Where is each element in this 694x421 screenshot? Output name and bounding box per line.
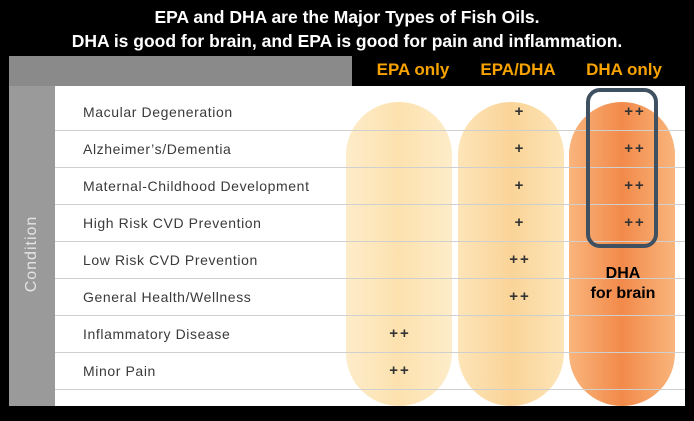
table-row: Low Risk CVD Prevention ++ <box>55 241 685 279</box>
table-row: Alzheimer’s/Dementia + ++ <box>55 130 685 168</box>
title-line-1: EPA and DHA are the Major Types of Fish … <box>154 7 540 27</box>
dha-only-mark: ++ <box>624 177 646 194</box>
condition-sidebar: Condition <box>9 86 55 406</box>
epa-dha-mark: ++ <box>509 251 531 268</box>
condition-name: Minor Pain <box>83 363 156 379</box>
epa-dha-mark: + <box>514 140 526 157</box>
condition-name: Maternal-Childhood Development <box>83 178 310 194</box>
table-row: Macular Degeneration + ++ <box>55 93 685 131</box>
condition-name: Macular Degeneration <box>83 104 233 120</box>
column-header-dha-only: DHA only <box>586 60 662 79</box>
column-header-epa-dha: EPA/DHA <box>480 60 556 79</box>
condition-name: High Risk CVD Prevention <box>83 215 262 231</box>
epa-only-capsule <box>346 102 452 406</box>
column-header-epa-only: EPA only <box>376 60 450 79</box>
epa-only-mark: ++ <box>389 362 411 379</box>
slide-title: EPA and DHA are the Major Types of Fish … <box>0 0 694 56</box>
condition-label: Condition <box>23 215 40 293</box>
dha-only-mark: ++ <box>624 103 646 120</box>
title-line-2: DHA is good for brain, and EPA is good f… <box>71 31 623 51</box>
table-row: Maternal-Childhood Development + ++ <box>55 167 685 205</box>
epa-only-mark: ++ <box>389 325 411 342</box>
table-row: Inflammatory Disease ++ <box>55 315 685 353</box>
table-row: High Risk CVD Prevention + ++ <box>55 204 685 242</box>
condition-name: General Health/Wellness <box>83 289 252 305</box>
condition-name: Low Risk CVD Prevention <box>83 252 258 268</box>
table-row: General Health/Wellness ++ <box>55 278 685 316</box>
epa-dha-mark: ++ <box>509 288 531 305</box>
epa-dha-capsule <box>458 102 564 406</box>
note-line-1: DHA <box>605 265 641 282</box>
epa-dha-mark: + <box>514 214 526 231</box>
dha-only-mark: ++ <box>624 214 646 231</box>
table-row: Minor Pain ++ <box>55 352 685 390</box>
column-header-bar <box>352 56 685 86</box>
table-corner <box>9 56 352 86</box>
comparison-table: EPA only EPA/DHA DHA only Condition Macu… <box>9 56 685 406</box>
dha-highlight-box <box>586 88 658 248</box>
condition-name: Inflammatory Disease <box>83 326 231 342</box>
dha-for-brain-note: DHA for brain <box>578 264 668 304</box>
dha-only-mark: ++ <box>624 140 646 157</box>
epa-dha-mark: + <box>514 177 526 194</box>
condition-name: Alzheimer’s/Dementia <box>83 141 232 157</box>
note-line-2: for brain <box>590 285 656 302</box>
epa-dha-mark: + <box>514 103 526 120</box>
